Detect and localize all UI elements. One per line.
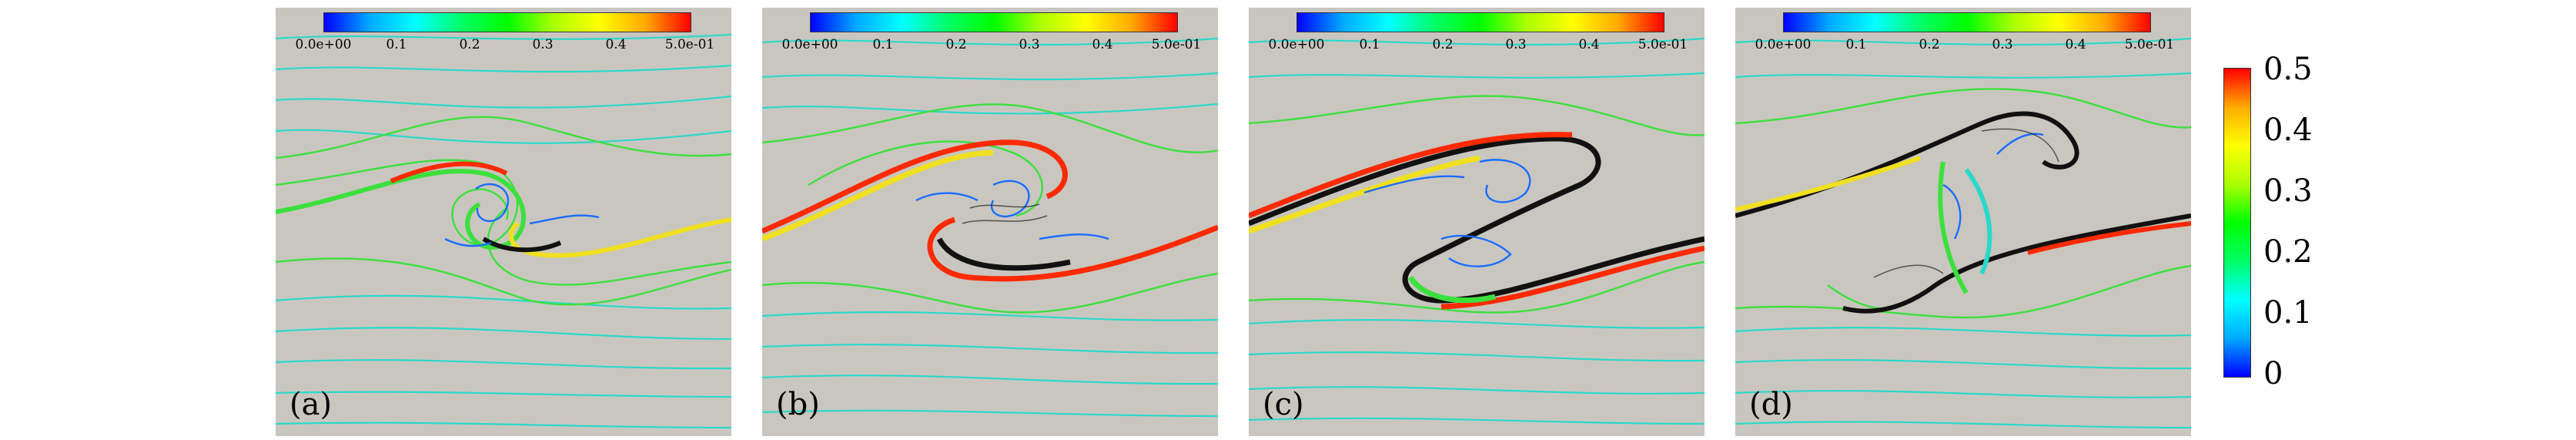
tick-label: 0.0e+00 (1755, 37, 1812, 52)
side-colorbar (2223, 68, 2251, 378)
tick-label: 5.0e-01 (664, 37, 715, 52)
tick-label: 0.3 (1505, 37, 1527, 52)
tick-label: 0.4 (1578, 37, 1600, 52)
side-colorbar-tick: 0.5 (2263, 52, 2313, 87)
flow-field-b (762, 37, 1218, 418)
tick-label: 0.2 (1432, 37, 1454, 52)
colorbar-d (1783, 12, 2151, 32)
tick-label: 5.0e-01 (2124, 37, 2175, 52)
flow-field-c (1249, 37, 1705, 425)
side-colorbar-tick: 0.4 (2263, 113, 2313, 148)
colorbar-b (810, 12, 1178, 32)
tick-label: 0.3 (1019, 37, 1040, 52)
tick-label: 0.3 (1992, 37, 2013, 52)
tick-label: 5.0e-01 (1638, 37, 1688, 52)
flow-field-a (276, 33, 731, 429)
panel-label: (c) (1263, 387, 1304, 422)
tick-label: 0.0e+00 (1268, 37, 1325, 52)
tick-label: 5.0e-01 (1151, 37, 1202, 52)
colorbar-ticks-b: 0.0e+00 0.1 0.2 0.3 0.4 5.0e-01 (778, 37, 1209, 54)
colorbar-ticks-d: 0.0e+00 0.1 0.2 0.3 0.4 5.0e-01 (1751, 37, 2182, 54)
side-colorbar-tick: 0.1 (2263, 295, 2313, 331)
tick-label: 0.3 (532, 37, 554, 52)
tick-label: 0.0e+00 (295, 37, 352, 52)
panel-label: (b) (776, 387, 820, 422)
flow-field-d (1735, 37, 2191, 429)
tick-label: 0.0e+00 (781, 37, 838, 52)
tick-label: 0.2 (1919, 37, 1940, 52)
tick-label: 0.1 (872, 37, 894, 52)
panel-d: 0.0e+00 0.1 0.2 0.3 0.4 5.0e-01 (d) (1735, 8, 2191, 436)
tick-label: 0.1 (1845, 37, 1867, 52)
tick-label: 0.1 (386, 37, 407, 52)
side-colorbar-tick: 0.3 (2263, 173, 2313, 209)
colorbar-ticks-c: 0.0e+00 0.1 0.2 0.3 0.4 5.0e-01 (1264, 37, 1695, 54)
panel-label: (a) (289, 387, 333, 422)
tick-label: 0.4 (605, 37, 627, 52)
panel-b: 0.0e+00 0.1 0.2 0.3 0.4 5.0e-01 (b) (762, 8, 1218, 436)
tick-label: 0.1 (1359, 37, 1380, 52)
side-colorbar-tick: 0.2 (2263, 234, 2313, 270)
tick-label: 0.4 (2065, 37, 2086, 52)
colorbar-ticks-a: 0.0e+00 0.1 0.2 0.3 0.4 5.0e-01 (291, 37, 722, 54)
panel-a: 0.0e+00 0.1 0.2 0.3 0.4 5.0e-01 (a) (276, 8, 731, 436)
tick-label: 0.2 (945, 37, 967, 52)
panel-label: (d) (1749, 387, 1793, 422)
colorbar-a (323, 12, 691, 32)
colorbar-c (1296, 12, 1664, 32)
panel-c: 0.0e+00 0.1 0.2 0.3 0.4 5.0e-01 (c) (1249, 8, 1705, 436)
tick-label: 0.4 (1092, 37, 1113, 52)
side-colorbar-tick: 0 (2263, 356, 2283, 391)
tick-label: 0.2 (459, 37, 480, 52)
